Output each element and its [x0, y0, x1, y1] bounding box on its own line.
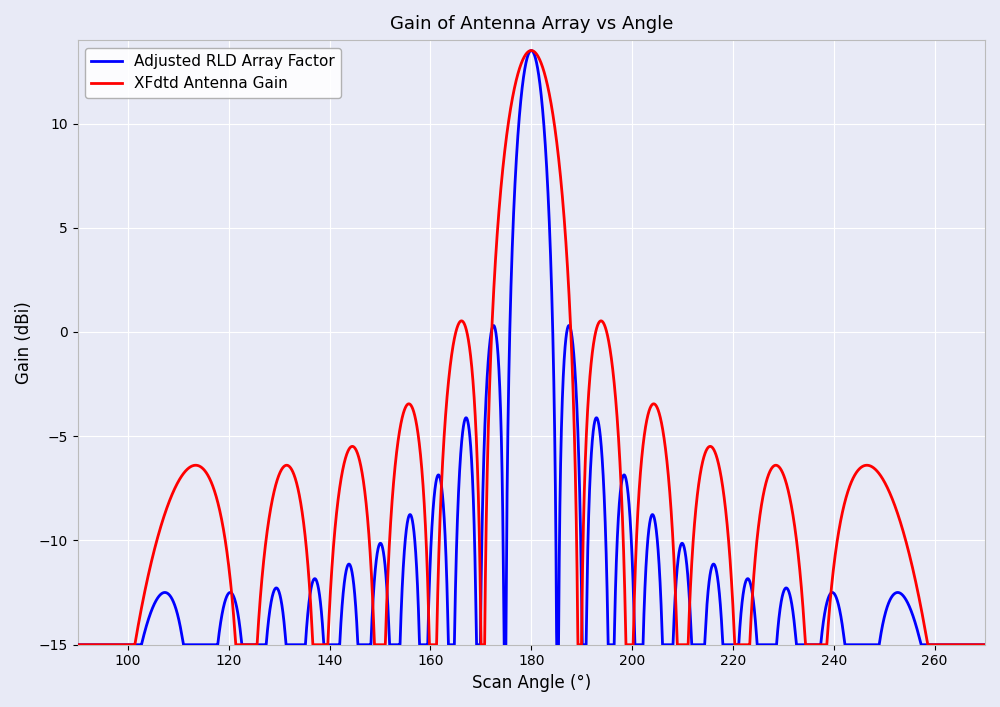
XFdtd Antenna Gain [515, 59, 527, 68]
Adjusted RLD Array Factor [109, 641, 121, 649]
XFdtd Antenna Gain [76, 641, 88, 649]
XFdtd Antenna Gain [109, 641, 121, 649]
Line: Adjusted RLD Array Factor: Adjusted RLD Array Factor [78, 50, 985, 645]
XFdtd Antenna Gain [931, 641, 943, 649]
X-axis label: Scan Angle (°): Scan Angle (°) [472, 674, 591, 692]
XFdtd Antenna Gain [249, 641, 261, 649]
Adjusted RLD Array Factor [72, 641, 84, 649]
Adjusted RLD Array Factor [525, 46, 537, 54]
XFdtd Antenna Gain [72, 641, 84, 649]
XFdtd Antenna Gain [979, 641, 991, 649]
Adjusted RLD Array Factor [979, 641, 991, 649]
Title: Gain of Antenna Array vs Angle: Gain of Antenna Array vs Angle [390, 15, 673, 33]
Line: XFdtd Antenna Gain: XFdtd Antenna Gain [78, 50, 985, 645]
Adjusted RLD Array Factor [249, 641, 261, 649]
XFdtd Antenna Gain [126, 641, 138, 649]
XFdtd Antenna Gain [525, 46, 537, 54]
Legend: Adjusted RLD Array Factor, XFdtd Antenna Gain: Adjusted RLD Array Factor, XFdtd Antenna… [85, 48, 341, 98]
Adjusted RLD Array Factor [76, 641, 88, 649]
Y-axis label: Gain (dBi): Gain (dBi) [15, 301, 33, 384]
Adjusted RLD Array Factor [515, 93, 527, 101]
Adjusted RLD Array Factor [931, 641, 943, 649]
Adjusted RLD Array Factor [126, 641, 138, 649]
